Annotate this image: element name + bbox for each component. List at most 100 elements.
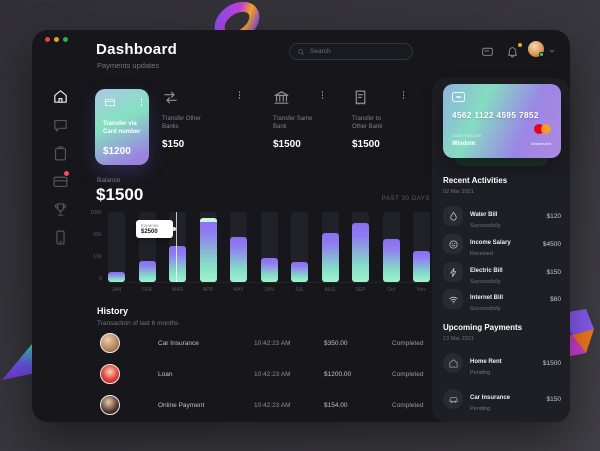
chart-y-axis: 100k 50k 10k 0 — [72, 210, 102, 282]
bar-MAY[interactable]: MAY — [230, 212, 247, 296]
activity-name: Internet Bill — [470, 295, 504, 302]
history-title: History — [97, 306, 129, 316]
sidebar-item-cards[interactable] — [52, 173, 69, 190]
activity-name: Water Bill — [470, 212, 498, 219]
transfer-option-same-bank[interactable]: Transfer Same Bank $1500 — [273, 89, 323, 165]
bar-Oct[interactable]: Oct — [382, 212, 400, 296]
table-row[interactable]: Online Payment 10:42:23 AM $154.00 Compl… — [97, 392, 430, 418]
sidebar-item-home[interactable] — [52, 88, 69, 105]
transfer-card-featured[interactable]: Transfer via Card number $1200 — [95, 89, 149, 165]
list-item[interactable]: Home Rent Pending $1500 — [443, 352, 561, 376]
x-tick: JUL — [295, 287, 304, 293]
kebab-menu-icon[interactable] — [321, 91, 323, 99]
bar-AUG[interactable]: AUG — [321, 212, 339, 296]
minimize-button[interactable] — [54, 37, 59, 42]
avatar — [100, 333, 120, 353]
activity-amount: $150 — [546, 268, 561, 276]
tooltip-value: $2500 — [141, 229, 158, 235]
electric-icon — [449, 267, 456, 277]
chevron-down-icon[interactable] — [548, 47, 556, 55]
chart-tooltip: Expense $2500 — [136, 220, 173, 238]
list-item[interactable]: Water Bill Successfully $120 — [443, 205, 561, 229]
notification-badge — [63, 170, 70, 177]
tooltip-label: Expense — [141, 223, 159, 228]
list-item[interactable]: Internet Bill Successfully $60 — [443, 288, 561, 312]
swap-arrows-icon — [164, 91, 177, 104]
activity-name: Income Salary — [470, 240, 511, 247]
internet-icon — [448, 296, 458, 303]
bar-JAN[interactable]: JAN — [108, 212, 125, 296]
activity-status: Successfully — [470, 278, 501, 285]
close-button[interactable] — [45, 37, 50, 42]
payment-amount: $1500 — [542, 359, 561, 367]
x-tick: MAY — [233, 287, 244, 293]
home-icon — [448, 358, 458, 368]
home-icon — [54, 90, 67, 103]
sidebar-item-reports[interactable] — [52, 229, 69, 246]
table-row[interactable]: Loan 10:42:23 AM $1200.00 Completed — [97, 361, 430, 387]
bar-SEP[interactable]: SEP — [352, 212, 369, 296]
page-title: Dashboard — [96, 41, 178, 58]
x-tick: APR — [202, 287, 214, 293]
wallet-icon — [53, 176, 68, 188]
sidebar-item-rewards[interactable] — [52, 201, 69, 218]
balance-amount: $1500 — [96, 185, 144, 204]
y-tick: 0 — [98, 276, 102, 282]
y-tick: 100k — [90, 210, 102, 216]
x-tick: Nov — [417, 287, 426, 293]
sidebar-item-orders[interactable] — [52, 145, 69, 162]
salary-icon — [448, 239, 458, 249]
transfer-option-other-banks[interactable]: Transfer Other Banks $150 — [162, 89, 240, 165]
transfer-option-label: Transfer via Card number — [103, 121, 141, 135]
recent-activities-title: Recent Activities — [443, 176, 508, 185]
maximize-button[interactable] — [63, 37, 68, 42]
x-tick: Oct — [387, 287, 395, 293]
clipboard-icon — [54, 146, 67, 161]
payment-name: Car Insurance — [470, 395, 511, 402]
balance-chart-plot: JAN FEB MAR APR MAY JUN JUL AUG SEP Oct Nov — [108, 212, 430, 296]
credit-card[interactable]: 4562 1122 4595 7852 CARD HOLDER Wisdom M… — [443, 84, 561, 158]
list-item[interactable]: Car Insurance Pending $150 — [443, 388, 561, 412]
balance-label: Balance — [97, 177, 121, 184]
tooltip-guide-line — [176, 212, 177, 282]
bell-icon[interactable] — [506, 45, 519, 58]
transfer-option-label: Transfer Same Bank — [273, 116, 313, 131]
bar-APR[interactable]: APR — [199, 212, 217, 296]
page-subtitle: Payments updates — [97, 61, 160, 70]
card-holder-label: CARD HOLDER — [452, 134, 482, 138]
transfer-option-amount: $150 — [162, 139, 185, 151]
bar-Nov[interactable]: Nov — [413, 212, 430, 296]
kebab-menu-icon[interactable] — [402, 91, 404, 99]
activity-amount: $120 — [546, 212, 561, 220]
card-number: 4562 1122 4595 7852 — [452, 111, 539, 120]
history-time: 10:42:23 AM — [254, 370, 291, 378]
bar-JUN[interactable]: JUN — [260, 212, 278, 296]
chat-icon — [54, 119, 67, 132]
search-input[interactable] — [310, 48, 405, 55]
card-chip-icon — [452, 92, 465, 102]
table-row[interactable]: Car Insurance 10:42:23 AM $350.00 Comple… — [97, 330, 430, 356]
list-item[interactable]: Income Salary Received $4500 — [443, 233, 561, 257]
kebab-menu-icon[interactable] — [238, 91, 240, 99]
card-brand: Mastercard — [530, 141, 551, 146]
search-icon — [298, 48, 304, 55]
messages-icon[interactable] — [481, 45, 494, 58]
avatar — [100, 395, 120, 415]
history-name: Car Insurance — [158, 339, 199, 347]
bar-JUL[interactable]: JUL — [291, 212, 308, 296]
balance-period: PAST 30 DAYS — [381, 196, 430, 202]
transfer-option-to-other-bank[interactable]: Transfer to Other Bank $1500 — [352, 89, 404, 165]
avatar — [100, 364, 120, 384]
search-bar[interactable] — [289, 43, 413, 60]
x-tick: MAR — [171, 287, 184, 293]
car-icon — [448, 396, 458, 403]
chart-baseline — [108, 282, 430, 283]
status-badge: Completed — [392, 370, 424, 378]
list-item[interactable]: Electric Bill Successfully $150 — [443, 261, 561, 285]
mastercard-icon — [534, 124, 551, 134]
online-status-dot — [539, 52, 544, 57]
sidebar-item-messages[interactable] — [52, 117, 69, 134]
activity-amount: $60 — [550, 295, 561, 303]
report-icon — [56, 230, 65, 245]
kebab-menu-icon[interactable] — [140, 98, 142, 106]
